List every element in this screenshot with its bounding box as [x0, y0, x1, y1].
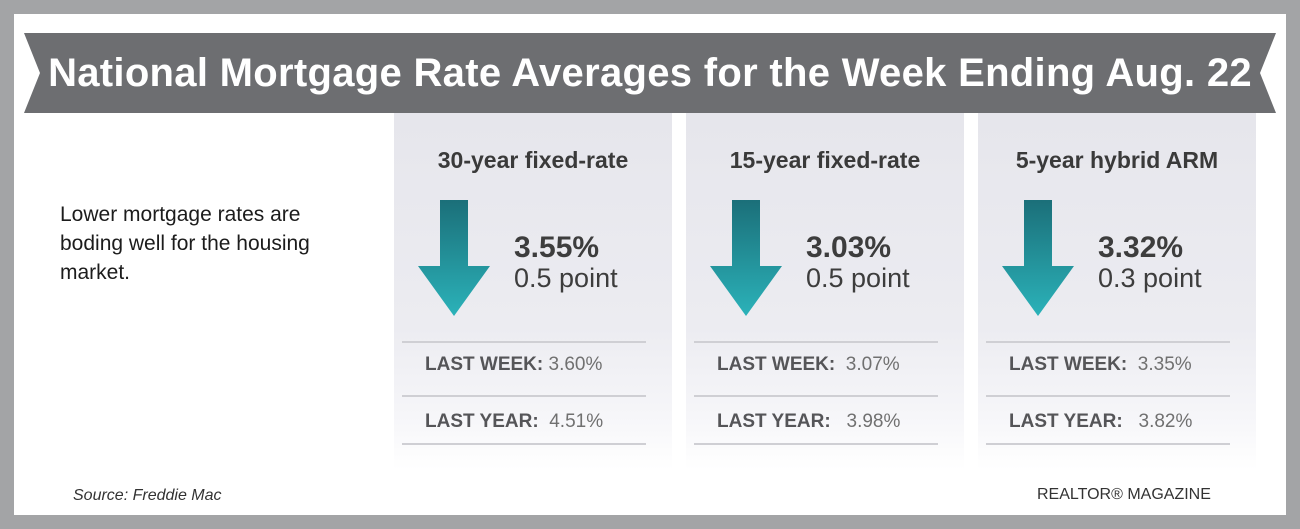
last-week-row: LAST WEEK: 3.07% — [717, 354, 947, 376]
intro-text: Lower mortgage rates are boding well for… — [60, 203, 310, 284]
last-week-row: LAST WEEK: 3.35% — [1009, 354, 1239, 376]
divider — [986, 443, 1230, 445]
last-year-label: LAST YEAR: — [425, 411, 539, 432]
last-week-label: LAST WEEK: — [717, 354, 836, 375]
rate-panel-15-year: 15-year fixed-rate 3.03% 0.5 point LAST … — [686, 113, 964, 470]
down-arrow-icon — [710, 200, 782, 316]
rate-change: 0.5 point — [514, 263, 618, 293]
last-year-value: 3.98% — [846, 411, 901, 432]
last-week-row: LAST WEEK: 3.60% — [425, 354, 655, 376]
divider — [694, 341, 938, 343]
title-banner: National Mortgage Rate Averages for the … — [24, 33, 1276, 113]
divider — [986, 341, 1230, 343]
last-year-label: LAST YEAR: — [717, 411, 831, 432]
divider — [694, 395, 938, 397]
last-week-value: 3.35% — [1137, 354, 1192, 375]
divider — [694, 443, 938, 445]
divider — [402, 395, 646, 397]
page-title: National Mortgage Rate Averages for the … — [48, 51, 1252, 95]
last-year-row: LAST YEAR: 3.98% — [717, 411, 947, 433]
last-year-value: 3.82% — [1138, 411, 1193, 432]
brand-logo: REALTOR® MAGAZINE — [1037, 486, 1211, 503]
current-rate: 3.55% — [514, 231, 600, 264]
last-year-row: LAST YEAR: 4.51% — [425, 411, 655, 433]
banner-ribbon — [24, 33, 1276, 113]
rate-change: 0.3 point — [1098, 263, 1202, 293]
rate-panel-5-year-arm: 5-year hybrid ARM 3.32% 0.3 point LAST W… — [978, 113, 1256, 470]
rate-panel-30-year: 30-year fixed-rate 3.55% 0.5 point LAST … — [394, 113, 672, 470]
current-rate: 3.32% — [1098, 231, 1184, 264]
divider — [986, 395, 1230, 397]
last-year-value: 4.51% — [549, 411, 604, 432]
last-year-row: LAST YEAR: 3.82% — [1009, 411, 1239, 433]
panel-title: 15-year fixed-rate — [729, 147, 921, 173]
divider — [402, 443, 646, 445]
last-week-label: LAST WEEK: — [425, 354, 544, 375]
last-week-value: 3.60% — [548, 354, 603, 375]
last-year-label: LAST YEAR: — [1009, 411, 1123, 432]
panel-title: 30-year fixed-rate — [437, 147, 629, 173]
rate-change: 0.5 point — [806, 263, 910, 293]
down-arrow-icon — [1002, 200, 1074, 316]
current-rate: 3.03% — [806, 231, 892, 264]
last-week-label: LAST WEEK: — [1009, 354, 1128, 375]
last-week-value: 3.07% — [845, 354, 900, 375]
down-arrow-icon — [418, 200, 490, 316]
panel-title: 5-year hybrid ARM — [1015, 147, 1219, 173]
divider — [402, 341, 646, 343]
source-note: Source: Freddie Mac — [73, 487, 222, 504]
